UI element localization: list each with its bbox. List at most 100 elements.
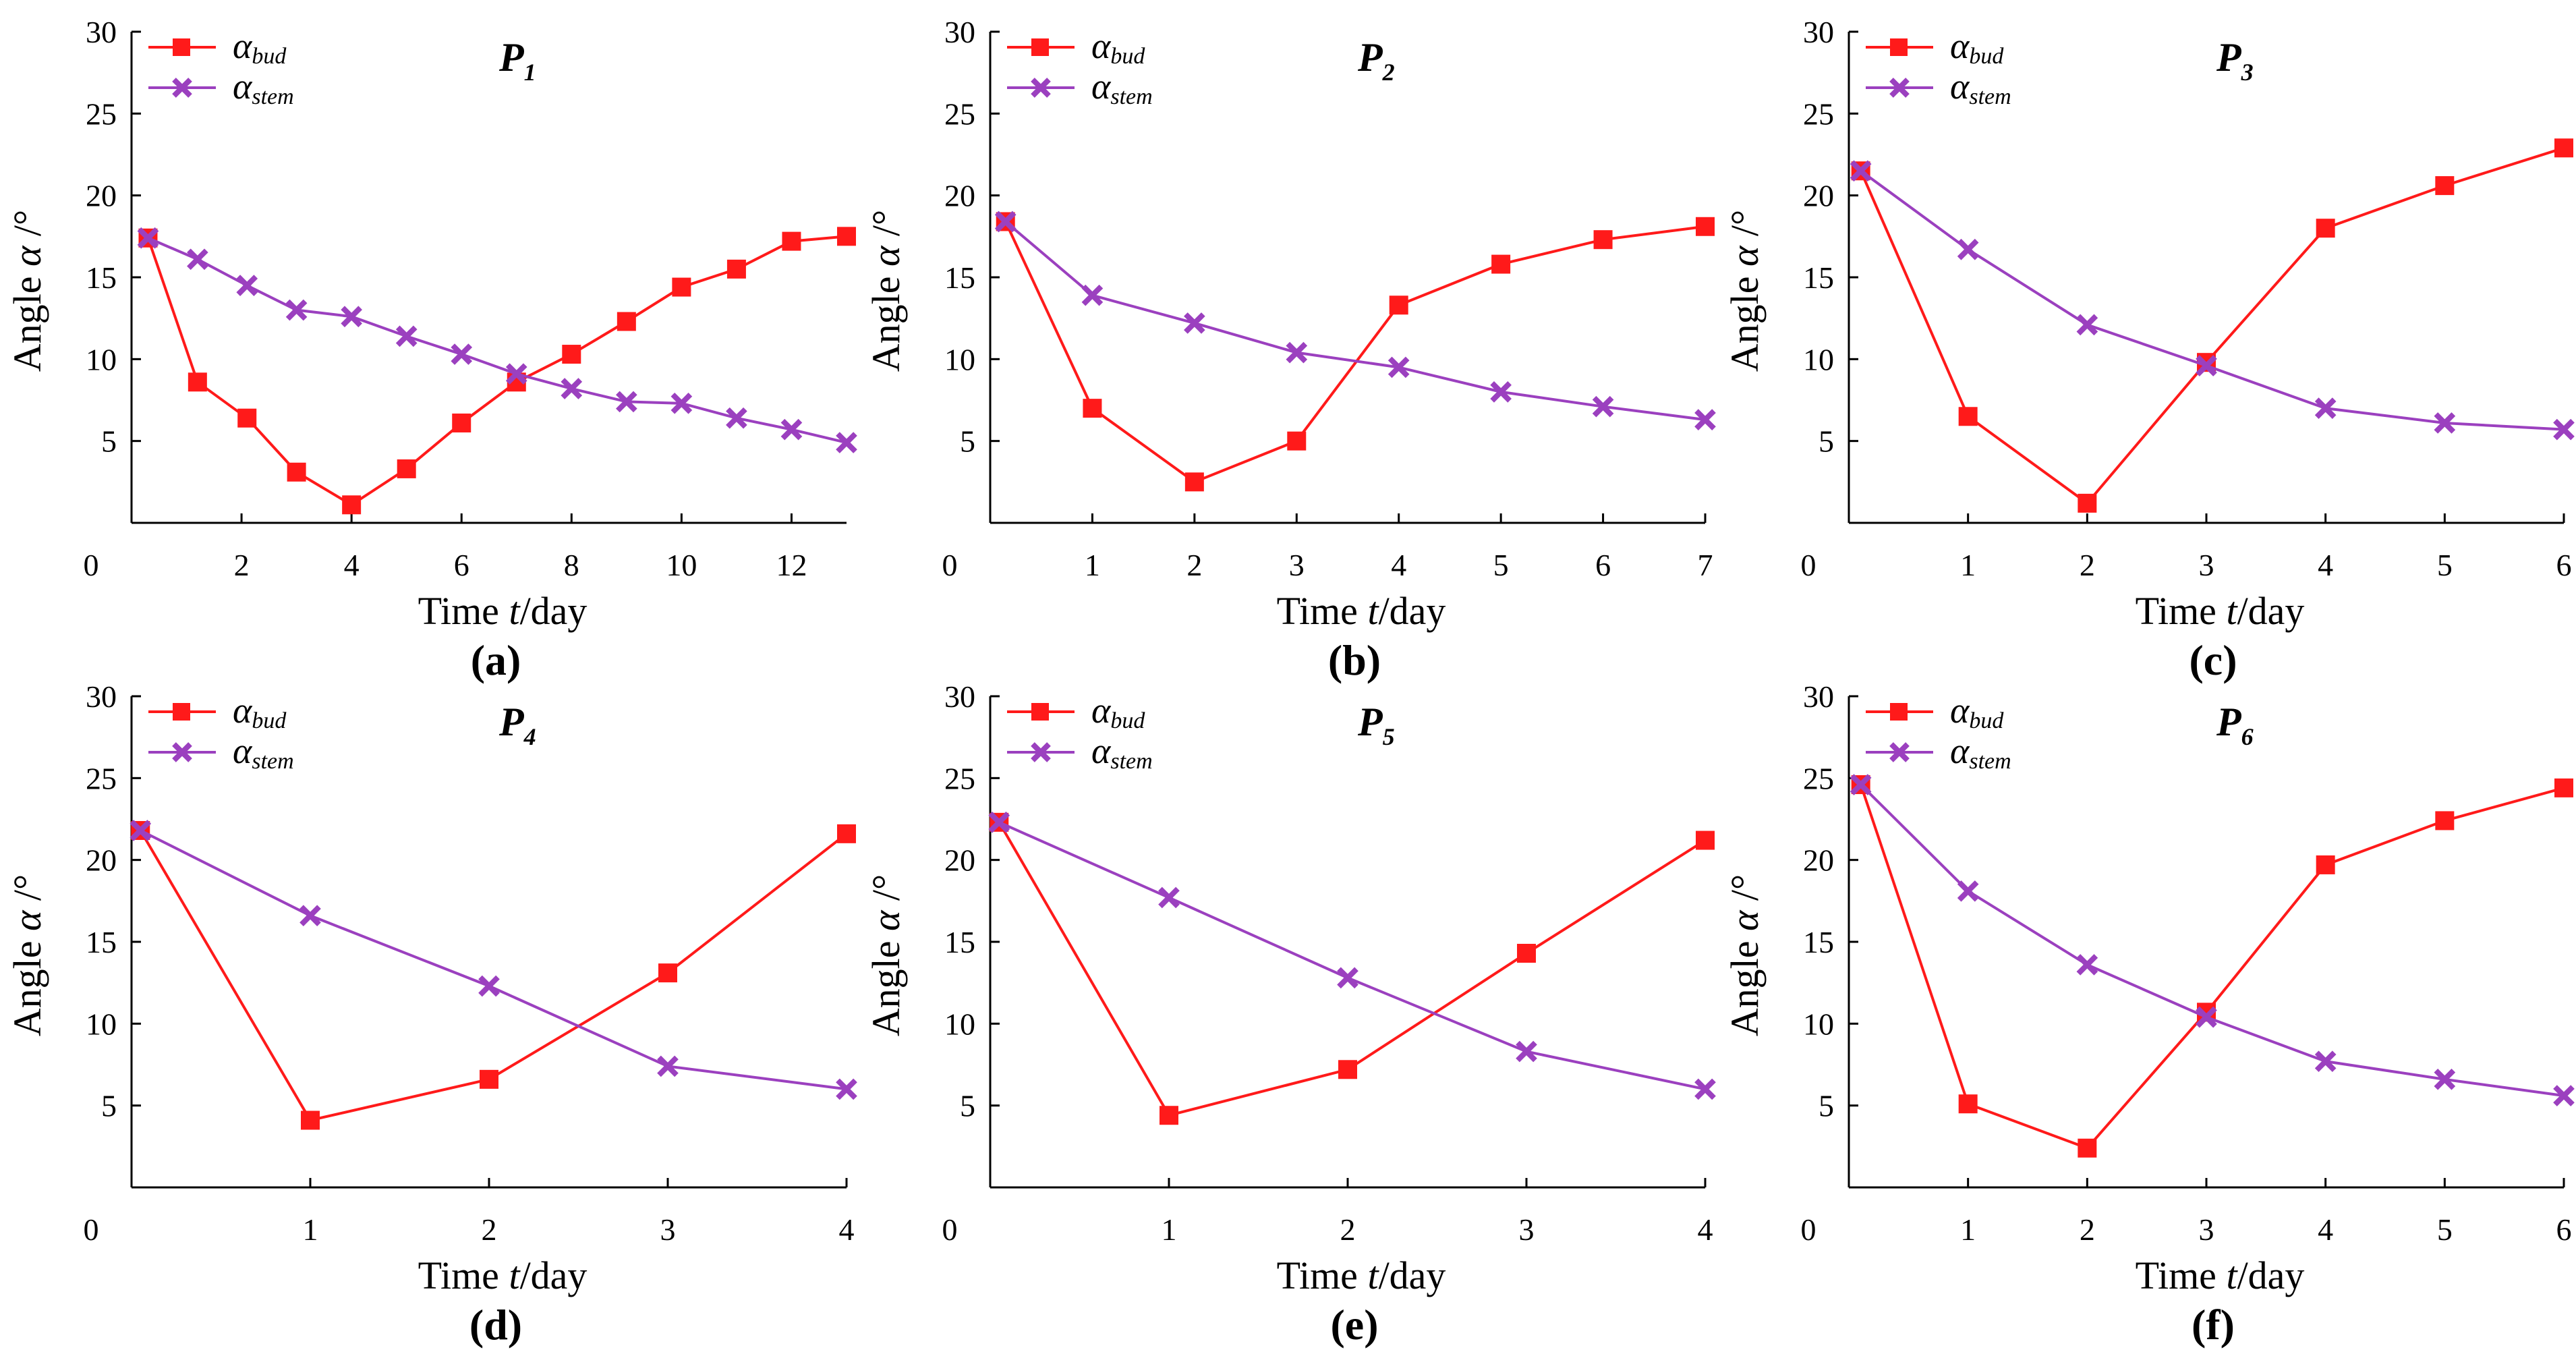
x-axis-label: Time t/day xyxy=(2136,589,2305,633)
series-bud xyxy=(131,820,856,1130)
x-tick-label: 3 xyxy=(1289,548,1305,582)
legend-marker xyxy=(172,78,192,98)
y-tick-label: 20 xyxy=(1803,843,1834,878)
data-point-bud xyxy=(2435,176,2455,196)
data-point-stem xyxy=(2434,412,2456,434)
y-tick-label: 20 xyxy=(944,179,975,213)
chart-panel-1: 5 10 15 20 25 30 0 2 4 6 8 10 12 Time t/day Angle α /°… xyxy=(5,15,857,684)
legend-marker xyxy=(173,703,190,721)
y-tick-label: 15 xyxy=(944,925,975,959)
y-axis-label: Angle α /° xyxy=(5,874,49,1037)
series-line-stem xyxy=(1004,220,1706,422)
data-point-bud xyxy=(1593,230,1613,250)
marker-stroke xyxy=(299,905,321,927)
x-tick-label: 10 xyxy=(666,548,697,582)
marker-stroke xyxy=(2434,1069,2456,1090)
y-axis-label: Angle α /° xyxy=(5,210,49,372)
data-point-stem xyxy=(505,363,527,385)
legend-marker xyxy=(1889,78,1910,98)
data-point-stem xyxy=(1592,395,1614,418)
marker-stroke xyxy=(1337,967,1358,989)
data-point-bud xyxy=(837,824,856,843)
marker-stroke xyxy=(2076,954,2098,976)
marker-stroke xyxy=(616,391,637,413)
data-point-stem xyxy=(2196,1006,2217,1028)
x-tick-label: 2 xyxy=(1186,548,1202,582)
data-point-bud xyxy=(617,312,636,331)
data-point-stem xyxy=(130,820,152,841)
x-tick-label: 12 xyxy=(776,548,807,582)
data-point-stem xyxy=(1184,312,1205,334)
legend-label: αstem xyxy=(1091,66,1153,109)
marker-stroke xyxy=(780,418,803,441)
legend-marker xyxy=(173,38,190,56)
x-tick-label: 7 xyxy=(1698,548,1713,582)
legend-label: αbud xyxy=(1950,26,2004,69)
x-tick-label: 3 xyxy=(2199,1212,2214,1247)
marker-stroke xyxy=(1184,312,1205,334)
data-point-bud xyxy=(782,231,801,251)
data-point-bud xyxy=(1184,472,1204,492)
y-tick-label: 30 xyxy=(1803,679,1834,714)
legend-label: αstem xyxy=(233,66,294,109)
legend-entry-stem: αstem xyxy=(148,731,294,774)
y-tick-label: 20 xyxy=(1803,179,1834,213)
x-tick-label: 6 xyxy=(454,548,469,582)
x-tick-label: 2 xyxy=(482,1212,497,1247)
data-point-stem xyxy=(236,275,258,296)
data-point-stem xyxy=(994,210,1017,233)
x-tick-label: 1 xyxy=(1960,1212,1976,1247)
data-point-stem xyxy=(616,391,637,413)
x-tick-label: 1 xyxy=(1162,1212,1177,1247)
data-point-bud xyxy=(2078,1138,2097,1158)
x-axis-label: Time t/day xyxy=(418,1254,588,1297)
y-axis-label: Angle α /° xyxy=(864,210,908,372)
data-point-bud xyxy=(1338,1060,1357,1079)
data-point-bud xyxy=(1696,830,1715,850)
marker-stroke xyxy=(395,325,418,347)
y-tick-label: 25 xyxy=(1803,96,1834,131)
x-tick-label: 0 xyxy=(942,548,958,582)
series-line-bud xyxy=(1004,221,1706,484)
data-point-stem xyxy=(988,812,1010,833)
legend-entry-bud: αbud xyxy=(148,26,287,69)
legend-label: αbud xyxy=(233,690,287,733)
chart-panel-4: 5 10 15 20 25 30 0 1 2 3 4 Time t/day Angle α /° P4 (d… xyxy=(5,679,857,1349)
marker-stroke xyxy=(1694,409,1716,430)
data-point-bud xyxy=(188,372,207,392)
data-point-stem xyxy=(726,407,747,429)
marker-stroke xyxy=(505,363,527,385)
series-stem xyxy=(137,227,857,453)
x-tick-label: 4 xyxy=(2318,548,2333,582)
data-point-stem xyxy=(2314,397,2337,419)
legend-entry-stem: αstem xyxy=(1866,731,2011,774)
data-point-stem xyxy=(2076,954,2098,976)
x-tick-label: 1 xyxy=(1960,548,1976,582)
legend-marker xyxy=(1031,703,1049,721)
y-tick-label: 30 xyxy=(86,15,117,49)
y-tick-label: 25 xyxy=(86,761,117,795)
x-tick-label: 2 xyxy=(2080,1212,2095,1247)
legend-entry-bud: αbud xyxy=(1866,26,2004,69)
marker-stroke xyxy=(130,820,152,841)
panel-label: (f) xyxy=(2192,1301,2235,1349)
panel-label: (c) xyxy=(2189,636,2237,684)
marker-stroke xyxy=(670,393,693,414)
chart-title: P5 xyxy=(1357,700,1395,750)
chart-title: P1 xyxy=(498,35,536,86)
y-tick-label: 20 xyxy=(86,843,117,878)
y-tick-label: 5 xyxy=(960,424,975,459)
series-line-bud xyxy=(1859,146,2565,505)
legend-label: αstem xyxy=(1091,731,1153,774)
series-line-stem xyxy=(1860,169,2565,431)
y-tick-label: 25 xyxy=(944,761,975,795)
y-tick-label: 30 xyxy=(944,15,975,49)
x-tick-label: 1 xyxy=(303,1212,318,1247)
x-tick-label: 5 xyxy=(1493,548,1509,582)
y-tick-label: 30 xyxy=(944,679,975,714)
chart-panel-2: 5 10 15 20 25 30 0 1 2 3 4 5 6 7 Time t/day Angle α /° P… xyxy=(864,15,1716,684)
legend-marker xyxy=(172,742,192,762)
legend-entry-stem: αstem xyxy=(1866,66,2011,109)
data-point-stem xyxy=(1957,238,1979,260)
x-tick-label: 0 xyxy=(84,1212,99,1247)
